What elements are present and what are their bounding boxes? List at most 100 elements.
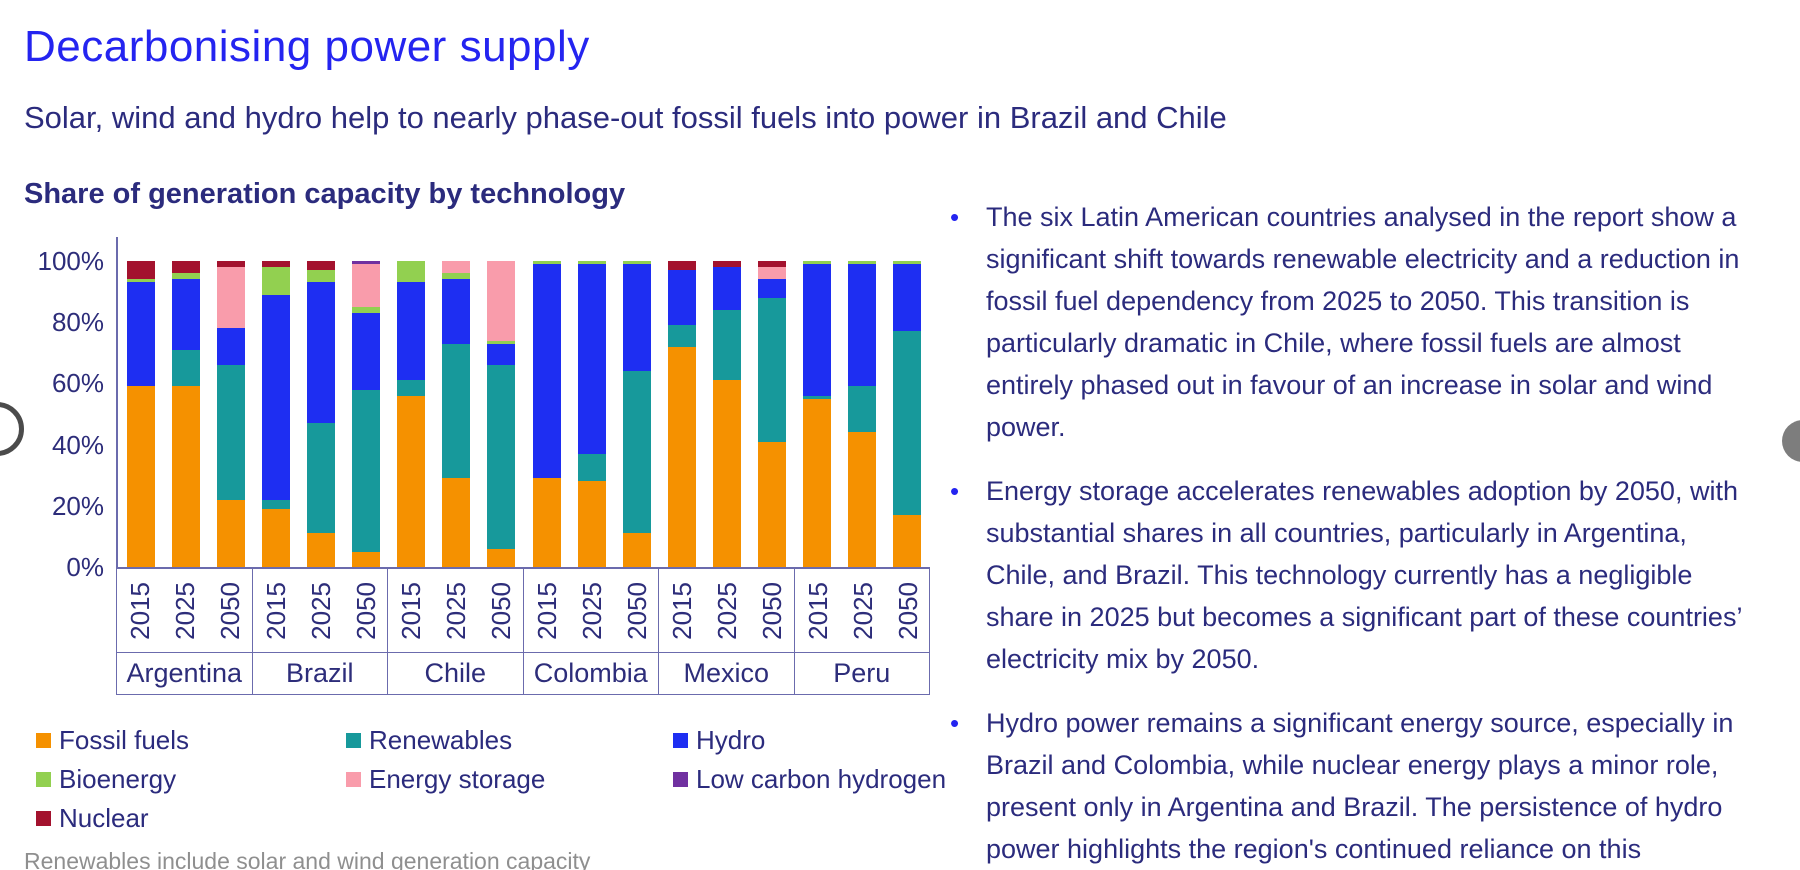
stacked-bar-chile-2050 xyxy=(487,261,516,567)
bar-segment-nuclear xyxy=(216,261,245,268)
year-tick-label: 2015 xyxy=(396,581,427,640)
legend-swatch-icon xyxy=(36,733,51,748)
bullet-item-1: • The six Latin American countries analys… xyxy=(950,196,1750,448)
page-title: Decarbonising power supply xyxy=(24,22,590,71)
bar-segment-bioenergy xyxy=(306,270,335,283)
next-page-circle-icon[interactable] xyxy=(1782,420,1800,462)
bar-segment-renewables xyxy=(397,380,426,396)
bar-segment-bioenergy xyxy=(848,261,877,265)
year-tick-label: 2025 xyxy=(712,581,743,640)
year-tick-label: 2050 xyxy=(486,581,517,640)
bar-group-brazil xyxy=(253,261,388,567)
year-label-group-chile: 2015 2025 2050 xyxy=(387,569,523,652)
stacked-bar-argentina-2050 xyxy=(216,261,245,567)
bar-segment-energy-storage xyxy=(758,267,787,280)
bar-segment-hydro xyxy=(667,270,696,326)
stacked-bar-colombia-2015 xyxy=(532,261,561,567)
country-label-group: Peru xyxy=(793,653,930,694)
year-tick-label: 2050 xyxy=(757,581,788,640)
country-tick-label: Chile xyxy=(424,658,487,688)
bar-segment-fossil-fuels xyxy=(306,533,335,567)
y-tick-label: 0% xyxy=(66,552,104,582)
stacked-bar-brazil-2015 xyxy=(261,261,290,567)
chart-column: Share of generation capacity by technolo… xyxy=(24,178,946,870)
y-tick-label: 100% xyxy=(37,246,105,276)
year-label-group-colombia: 2015 2025 2050 xyxy=(522,569,659,652)
bar-segment-hydro xyxy=(397,282,426,381)
bar-segment-bioenergy xyxy=(532,261,561,265)
stacked-bar-argentina-2015 xyxy=(126,261,155,567)
country-label-group: Argentina xyxy=(116,653,252,694)
bar-segment-hydro xyxy=(442,279,471,344)
legend-swatch-icon xyxy=(36,772,51,787)
stacked-bar-peru-2050 xyxy=(893,261,922,567)
legend-label: Bioenergy xyxy=(59,764,177,794)
bar-segment-nuclear xyxy=(306,261,335,271)
bar-segment-fossil-fuels xyxy=(893,514,922,567)
bar-segment-hydro xyxy=(216,328,245,366)
chart-legend: Fossil fuels Renewables Hydro Bioenergy Ener… xyxy=(36,725,946,834)
bar-segment-renewables xyxy=(622,371,651,534)
year-tick-label: 2025 xyxy=(847,581,878,640)
stacked-bar-peru-2025 xyxy=(848,261,877,567)
y-tick-label: 60% xyxy=(51,368,104,399)
bar-segment-renewables xyxy=(893,331,922,515)
bar-segment-hydro xyxy=(352,313,381,390)
bars-area xyxy=(118,261,930,567)
year-tick-label: 2015 xyxy=(802,581,833,640)
bar-segment-fossil-fuels xyxy=(622,533,651,567)
stacked-bar-mexico-2050 xyxy=(758,261,787,567)
bar-segment-bioenergy xyxy=(352,306,381,314)
bar-segment-energy-storage xyxy=(442,261,471,274)
legend-item-hydro: Hydro xyxy=(673,725,946,756)
year-tick-label: 2025 xyxy=(170,581,201,640)
year-tick-label: 2050 xyxy=(892,581,923,640)
bar-segment-renewables xyxy=(712,309,741,381)
legend-swatch-icon xyxy=(673,772,688,787)
bar-group-peru xyxy=(795,261,930,567)
bar-segment-bioenergy xyxy=(487,340,516,344)
legend-item-renewables: Renewables xyxy=(346,725,673,756)
stacked-bar-colombia-2025 xyxy=(577,261,606,567)
bar-segment-renewables xyxy=(848,386,877,433)
legend-label: Renewables xyxy=(369,725,513,755)
bar-segment-renewables xyxy=(216,365,245,500)
bar-segment-renewables xyxy=(803,395,832,399)
bullet-dot-icon: • xyxy=(950,202,960,232)
year-tick-label: 2025 xyxy=(576,581,607,640)
bar-segment-energy-storage xyxy=(487,261,516,341)
legend-label: Low carbon hydrogen xyxy=(696,764,947,794)
bar-segment-renewables xyxy=(261,499,290,509)
bullet-item-3: • Hydro power remains a significant energ… xyxy=(950,702,1750,870)
stacked-bar-mexico-2015 xyxy=(667,261,696,567)
country-tick-label: Brazil xyxy=(285,658,354,688)
bar-segment-bioenergy xyxy=(893,261,922,265)
bar-segment-bioenergy xyxy=(126,279,155,283)
bar-segment-fossil-fuels xyxy=(261,508,290,567)
stacked-bar-chile-2025 xyxy=(442,261,471,567)
bar-segment-renewables xyxy=(667,325,696,347)
bar-segment-energy-storage xyxy=(352,264,381,307)
bar-segment-hydro xyxy=(712,267,741,310)
country-label-group: Colombia xyxy=(522,653,659,694)
bar-segment-hydro xyxy=(532,264,561,479)
bar-segment-fossil-fuels xyxy=(532,478,561,567)
x-axis: 2015 2025 2050 2015 2025 2050 2015 2025 2050 2015… xyxy=(116,567,930,695)
bar-segment-fossil-fuels xyxy=(171,386,200,567)
year-label-group-argentina: 2015 2025 2050 xyxy=(116,569,252,652)
bar-segment-nuclear xyxy=(171,261,200,274)
plot-column: 2015 2025 2050 2015 2025 2050 2015 2025 2050 2015… xyxy=(116,237,930,695)
bar-segment-hydro xyxy=(893,264,922,332)
prev-page-circle-icon[interactable] xyxy=(0,402,24,456)
year-tick-label: 2015 xyxy=(260,581,291,640)
x-axis-year-row: 2015 2025 2050 2015 2025 2050 2015 2025 2050 2015… xyxy=(116,569,930,653)
stacked-bar-chart: 0% 20% 40% 60% 80% 100% 2015 2025 2050 2015 2025 2… xyxy=(24,237,934,695)
bar-segment-fossil-fuels xyxy=(667,346,696,567)
stacked-bar-chile-2015 xyxy=(397,261,426,567)
bar-segment-hydro xyxy=(487,343,516,366)
country-tick-label: Colombia xyxy=(533,658,648,688)
bar-segment-renewables xyxy=(487,365,516,549)
bar-segment-nuclear xyxy=(126,261,155,280)
bullet-dot-icon: • xyxy=(950,476,960,506)
bar-group-colombia xyxy=(524,261,659,567)
